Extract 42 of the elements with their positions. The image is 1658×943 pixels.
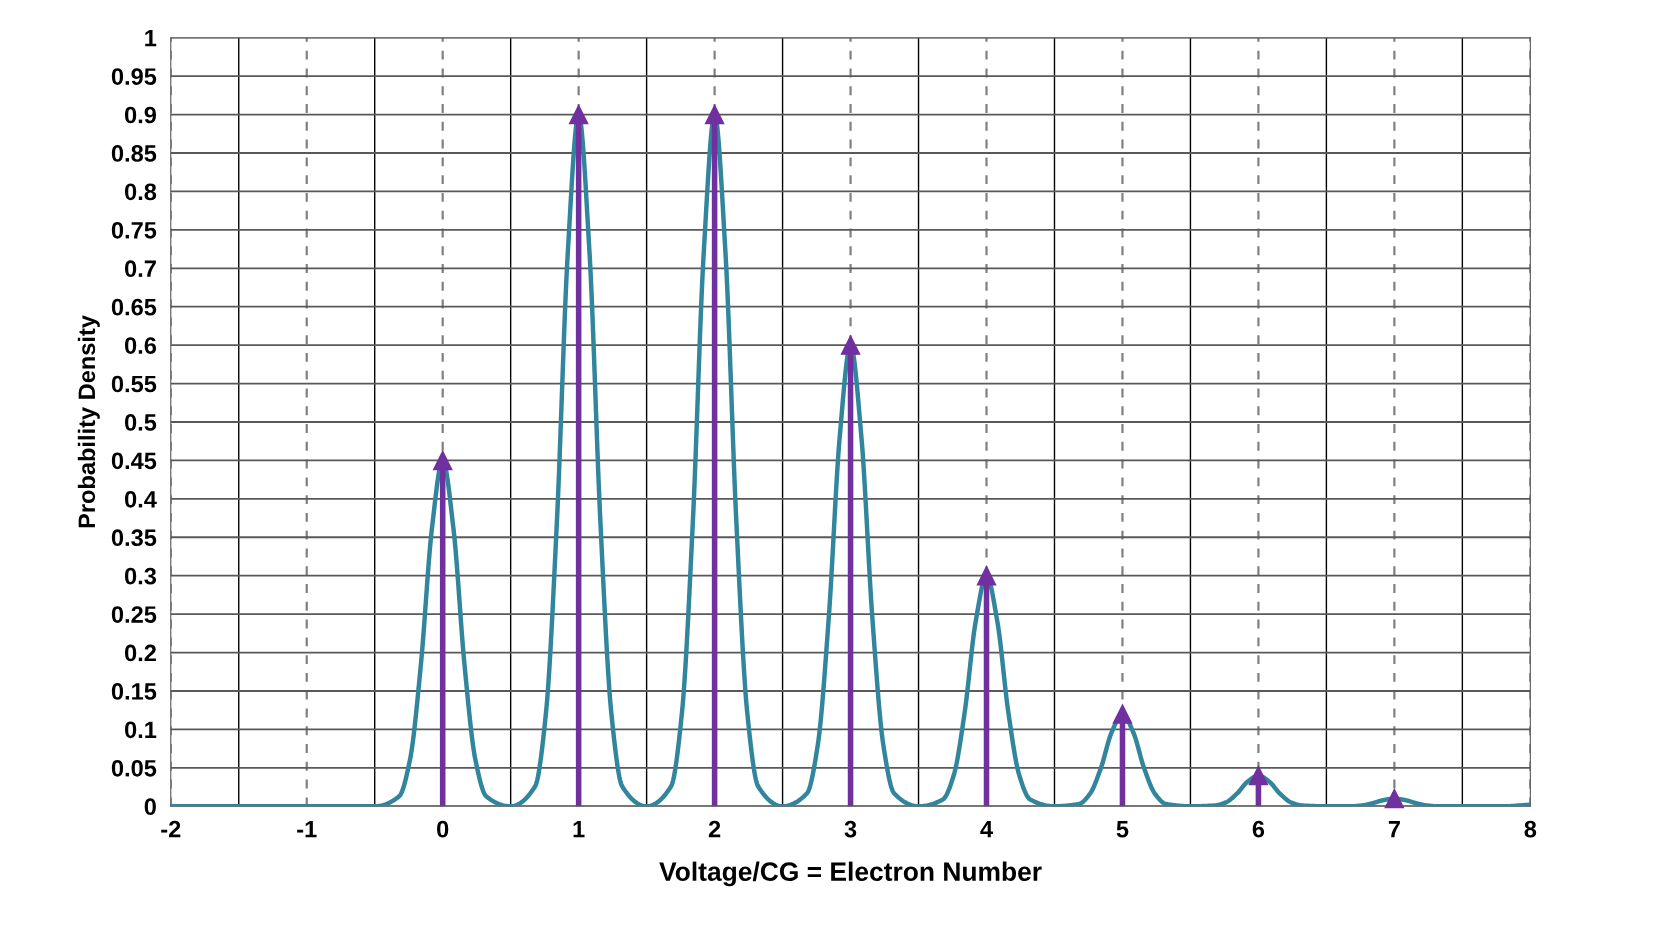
x-tick-label: 4 xyxy=(980,821,993,838)
point xyxy=(432,450,453,471)
x-tick-label: 3 xyxy=(844,820,857,838)
y-tick-label: 0.85 xyxy=(111,145,157,162)
x-tick-label: 1 xyxy=(573,821,585,838)
y-tick-label: 0.3 xyxy=(125,567,157,585)
y-tick-label: 0.5 xyxy=(125,414,157,431)
point xyxy=(704,104,725,125)
y-tick-label: 0.7 xyxy=(125,260,156,278)
point xyxy=(1248,765,1269,786)
point xyxy=(1112,704,1133,724)
y-axis-title: Probability Density xyxy=(77,315,100,528)
y-tick-label: 0.4 xyxy=(125,490,157,508)
point xyxy=(976,565,997,586)
y-tick-label: 0.65 xyxy=(111,298,157,316)
x-tick-label: -2 xyxy=(161,820,181,838)
y-tick-label: 0.9 xyxy=(125,106,157,124)
y-tick-label: 0 xyxy=(144,798,156,816)
y-tick-label: 0.15 xyxy=(111,683,157,700)
point xyxy=(568,104,589,125)
x-tick-label: 7 xyxy=(1388,821,1400,838)
x-tick-label: 8 xyxy=(1524,820,1537,838)
x-axis-title: Voltage/CG = Electron Number xyxy=(659,861,1042,887)
x-tick-label: 2 xyxy=(708,820,721,838)
y-tick-label: 0.75 xyxy=(111,221,157,239)
y-tick-label: 1 xyxy=(145,30,157,47)
y-tick-label: 0.2 xyxy=(125,644,156,662)
x-tick-label: 6 xyxy=(1252,820,1265,838)
y-tick-label: 0.8 xyxy=(125,183,157,201)
y-tick-label: 0.1 xyxy=(125,721,157,739)
x-tick-label: 0 xyxy=(437,820,449,838)
y-tick-label: 0.05 xyxy=(111,759,157,777)
y-tick-label: 0.55 xyxy=(111,375,157,393)
y-tick-label: 0.6 xyxy=(125,337,157,354)
y-tick-label: 0.95 xyxy=(111,68,157,85)
x-tick-label: 5 xyxy=(1116,821,1129,838)
point xyxy=(840,335,861,355)
y-tick-label: 0.45 xyxy=(111,452,157,470)
y-tick-label: 0.35 xyxy=(111,529,157,547)
y-tick-label: 0.25 xyxy=(111,606,157,623)
point xyxy=(1384,788,1405,809)
x-tick-label: -1 xyxy=(297,821,317,838)
